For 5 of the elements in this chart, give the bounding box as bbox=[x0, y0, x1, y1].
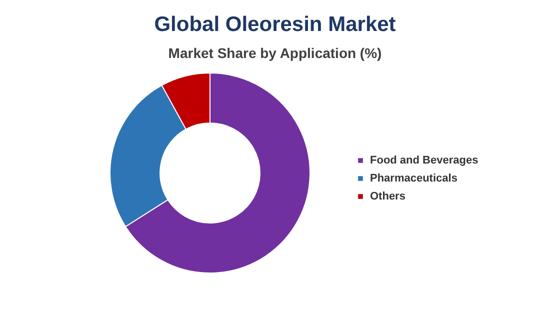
chart-title: Global Oleoresin Market bbox=[154, 13, 396, 36]
legend-label: Food and Beverages bbox=[370, 154, 478, 166]
legend-label: Others bbox=[370, 190, 406, 202]
chart-subtitle: Market Share by Application (%) bbox=[168, 45, 382, 61]
legend-label: Pharmaceuticals bbox=[370, 172, 458, 184]
